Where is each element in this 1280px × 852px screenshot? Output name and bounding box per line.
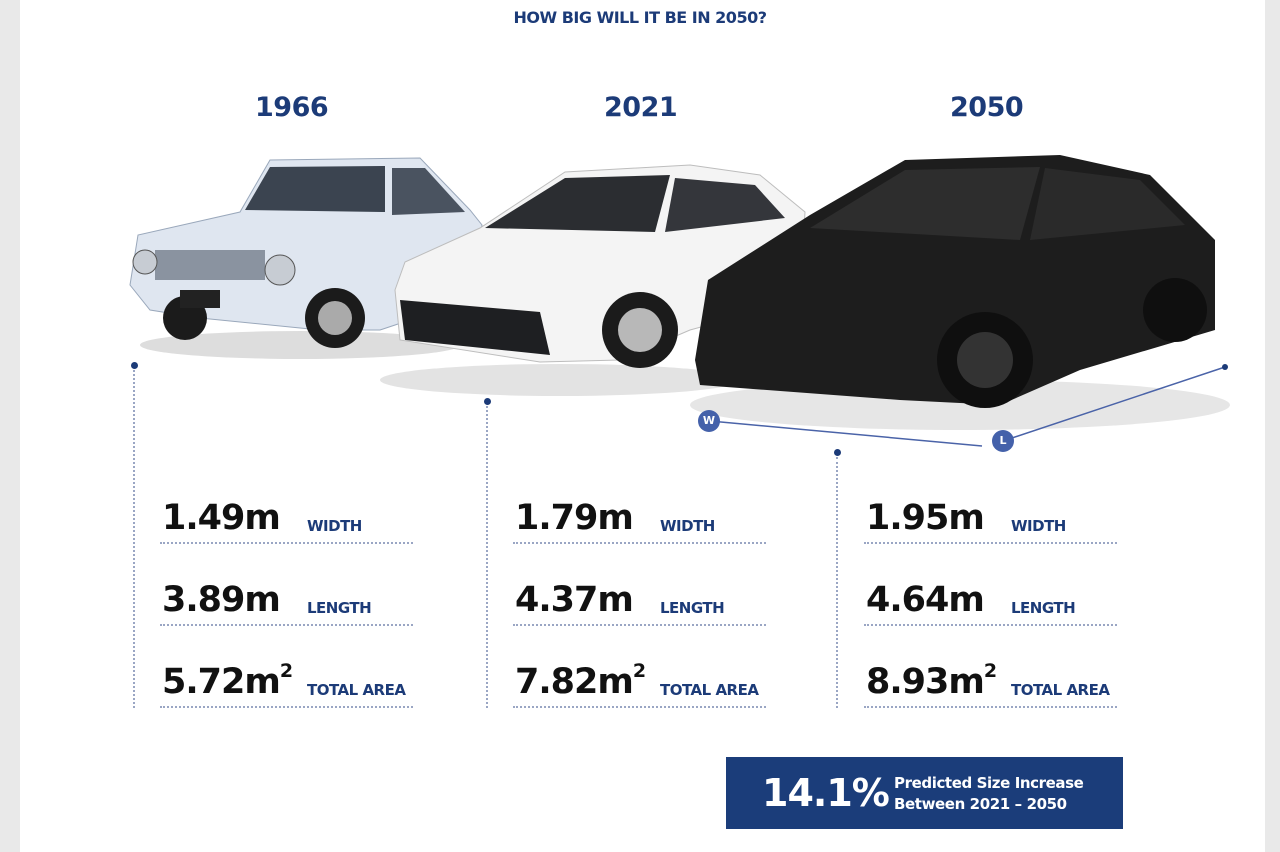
length-dimension-line — [1002, 366, 1226, 442]
car-2050-image — [690, 155, 1230, 430]
stat-area-2050: 8.93m2 TOTAL AREA — [864, 660, 1117, 708]
stat-width-2050: 1.95m WIDTH — [864, 498, 1117, 544]
stat-area-1966: 5.72m2 TOTAL AREA — [160, 660, 413, 708]
year-1966: 1966 — [255, 92, 329, 123]
car-1966-image — [129, 157, 483, 359]
stat-length-2050: 4.64m LENGTH — [864, 580, 1117, 626]
column-divider — [486, 406, 488, 708]
page-title: HOW BIG WILL IT BE IN 2050? — [513, 8, 767, 27]
column-dot — [484, 398, 491, 405]
summary-percent: 14.1% — [762, 771, 890, 815]
width-marker: W — [698, 410, 720, 432]
stat-width-1966: 1.49m WIDTH — [160, 498, 413, 544]
summary-description: Predicted Size Increase Between 2021 – 2… — [894, 774, 1084, 813]
car-2021-image — [380, 164, 806, 396]
stat-width-2021: 1.79m WIDTH — [513, 498, 766, 544]
stat-area-2021: 7.82m2 TOTAL AREA — [513, 660, 766, 708]
column-divider — [133, 370, 135, 708]
column-divider — [836, 457, 838, 708]
stat-length-2021: 4.37m LENGTH — [513, 580, 766, 626]
width-dimension-line — [709, 420, 983, 447]
year-2050: 2050 — [950, 92, 1024, 123]
summary-box: 14.1% Predicted Size Increase Between 20… — [726, 757, 1123, 829]
length-marker: L — [992, 430, 1014, 452]
column-dot — [131, 362, 138, 369]
column-dot — [834, 449, 841, 456]
stat-length-1966: 3.89m LENGTH — [160, 580, 413, 626]
year-2021: 2021 — [604, 92, 678, 123]
